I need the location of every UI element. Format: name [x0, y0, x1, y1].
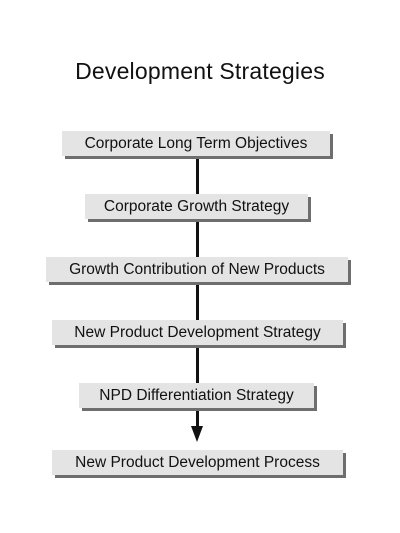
- step-box-npd-strategy: New Product Development Strategy: [52, 320, 343, 345]
- connector-line-5: [196, 409, 199, 428]
- step-box-corporate-growth-strategy: Corporate Growth Strategy: [85, 194, 308, 219]
- connector-line-2: [196, 220, 199, 258]
- connector-line-3: [196, 283, 199, 321]
- connector-line-1: [196, 157, 199, 195]
- step-box-npd-process: New Product Development Process: [52, 450, 343, 475]
- arrowhead-icon: [191, 426, 203, 442]
- step-box-growth-contribution: Growth Contribution of New Products: [46, 257, 348, 282]
- step-box-corporate-long-term-objectives: Corporate Long Term Objectives: [62, 131, 330, 156]
- step-box-npd-differentiation: NPD Differentiation Strategy: [79, 383, 314, 408]
- diagram-title: Development Strategies: [75, 58, 325, 84]
- connector-line-4: [196, 346, 199, 384]
